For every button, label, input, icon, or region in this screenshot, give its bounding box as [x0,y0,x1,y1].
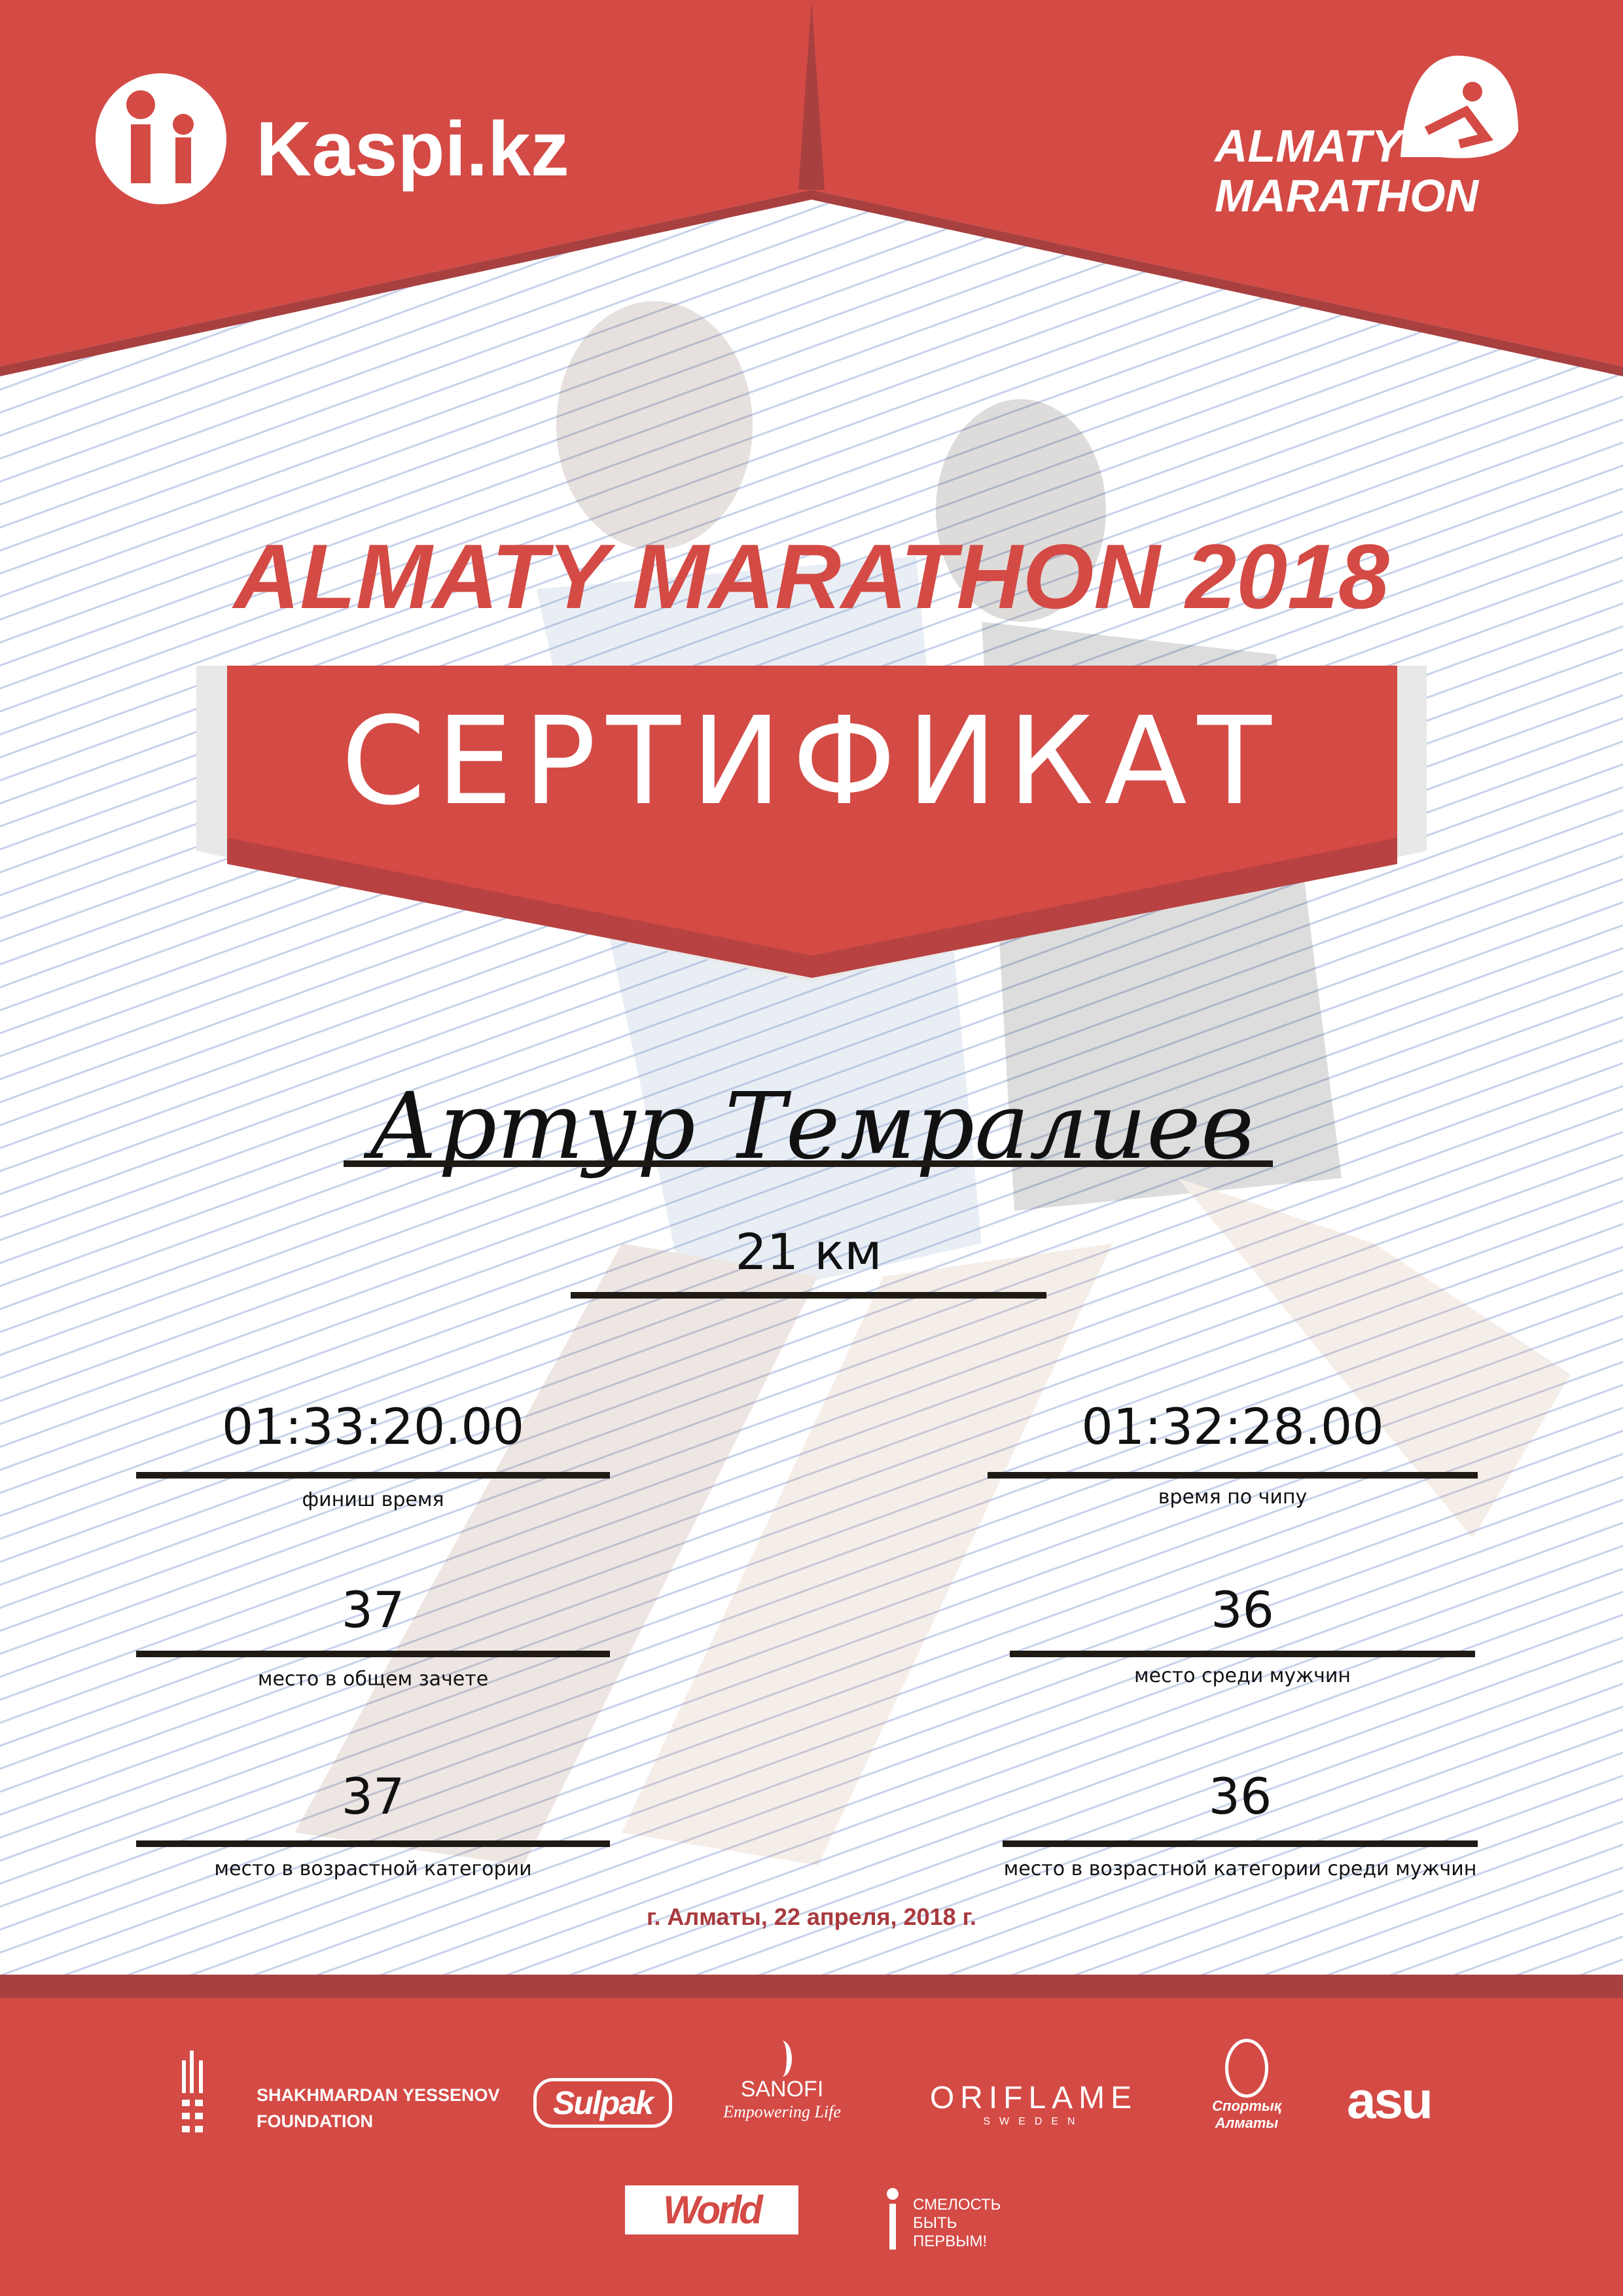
certificate-ribbon [196,666,1427,982]
male-place-value: 36 [1211,1581,1274,1639]
sponsors-footer: SHAKHMARDAN YESSENOV FOUNDATION Sulpak SA… [0,1998,1623,2296]
age-category-place-label: место в возрастной категории [214,1857,532,1880]
finish-time-value: 01:33:20.00 [221,1397,525,1456]
footer-stripe [0,1975,1623,1998]
finish-time-label: финиш время [302,1488,444,1511]
chip-time-label: время по чипу [1158,1486,1308,1509]
chip-time-underline [988,1472,1478,1479]
almaty-marathon-logo: ALMATY MARATHON [1215,120,1479,221]
male-age-category-place-label: место в возрастной категории среди мужчи… [1003,1857,1477,1880]
male-age-category-place-value: 36 [1208,1767,1272,1825]
age-category-place-value: 37 [341,1767,405,1825]
male-age-category-place-underline [1003,1840,1478,1847]
sulpak-logo: Sulpak [533,2078,672,2128]
age-category-place-underline [136,1840,610,1847]
distance-underline [571,1292,1046,1299]
oriflame-logo: ORIFLAME SWEDEN [929,2081,1138,2127]
header-banner [0,0,1623,376]
certificate-heading: СЕРТИФИКАТ [341,691,1282,832]
overall-place-label: место в общем зачете [257,1668,489,1691]
yessenov-icon [182,2051,221,2132]
name-underline [344,1160,1273,1167]
overall-place-underline [136,1651,610,1657]
yessenov-foundation-logo: SHAKHMARDAN YESSENOV FOUNDATION [257,2085,500,2131]
event-title: ALMATY MARATHON 2018 [234,525,1389,628]
finish-time-underline [136,1472,610,1479]
sanofi-logo: SANOFI Empowering Life [720,2041,844,2122]
male-place-underline [1010,1651,1475,1657]
sport-almaty-logo: Спортық Алматы [1198,2039,1296,2132]
courage-fund-icon [880,2181,906,2253]
distance-value: 21 км [735,1223,882,1281]
event-date: г. Алматы, 22 апреля, 2018 г. [647,1903,976,1930]
courage-fund-logo: СМЕЛОСТЬ БЫТЬ ПЕРВЫМ! [913,2196,1001,2250]
world-class-logo: World Class [625,2185,798,2281]
chip-time-value: 01:32:28.00 [1081,1397,1384,1456]
male-place-label: место среди мужчин [1134,1664,1351,1687]
overall-place-value: 37 [341,1581,405,1639]
kaspi-logo: Kaspi.kz [256,106,569,192]
asu-logo: asu [1347,2071,1433,2129]
